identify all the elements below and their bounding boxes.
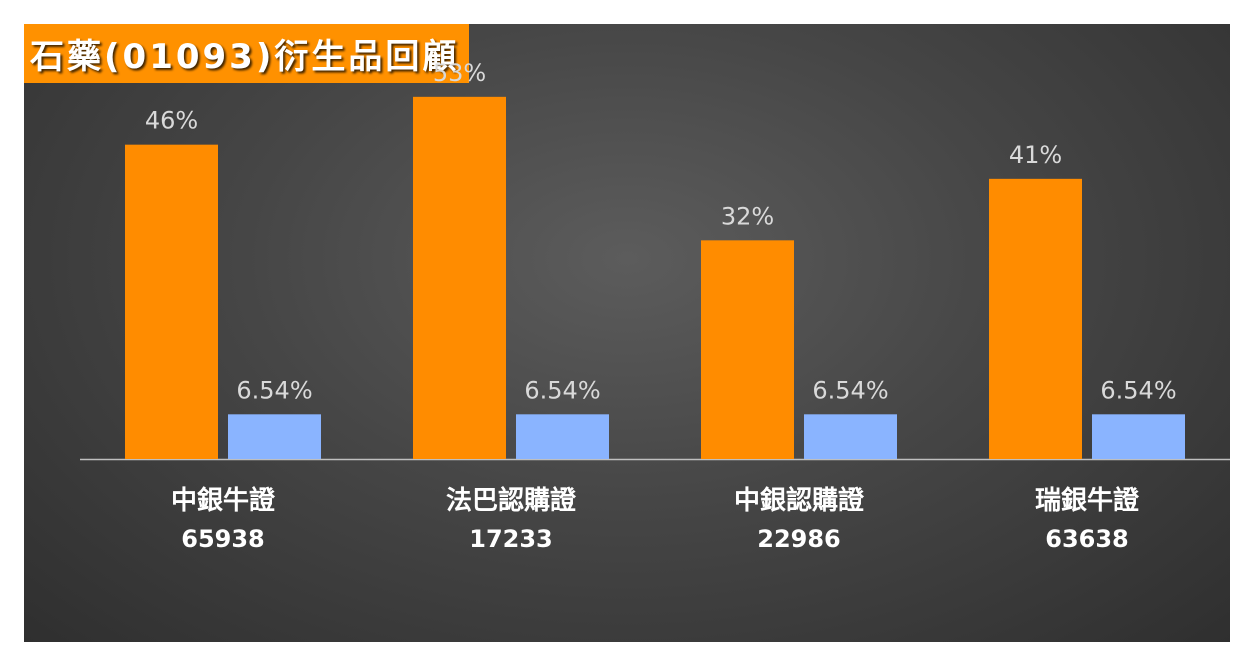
category-code-1: 65938 xyxy=(181,525,265,553)
bar-primary-3 xyxy=(701,240,794,459)
chart-panel: 石藥(01093)衍生品回顧 46% 6.54% 中銀牛證 65938 53% 6.54%… xyxy=(24,24,1230,642)
bar-primary-4 xyxy=(989,178,1082,460)
bar-secondary-2 xyxy=(516,414,609,459)
data-label-secondary-3: 6.54% xyxy=(812,376,888,404)
bar-secondary-1 xyxy=(228,414,321,459)
data-label-secondary-4: 6.54% xyxy=(1100,376,1176,404)
category-code-2: 17233 xyxy=(469,525,553,553)
bar-chart: 46% 6.54% 中銀牛證 65938 53% 6.54% 法巴認購證 17233 32% 6.… xyxy=(80,59,1230,553)
category-label-4: 瑞銀牛證 xyxy=(1035,485,1140,516)
bar-primary-2 xyxy=(413,96,506,459)
data-label-primary-4: 41% xyxy=(1009,141,1062,169)
data-label-primary-3: 32% xyxy=(721,202,774,230)
data-label-primary-2: 53% xyxy=(433,59,486,87)
bar-secondary-3 xyxy=(804,414,897,459)
category-code-3: 22986 xyxy=(757,525,841,553)
category-label-3: 中銀認購證 xyxy=(734,485,865,516)
category-code-4: 63638 xyxy=(1045,525,1129,553)
category-label-2: 法巴認購證 xyxy=(446,485,577,516)
data-label-secondary-1: 6.54% xyxy=(236,376,312,404)
data-label-secondary-2: 6.54% xyxy=(524,376,600,404)
category-label-1: 中銀牛證 xyxy=(171,485,276,516)
chart-title: 石藥(01093)衍生品回顧 xyxy=(30,37,460,77)
bar-primary-1 xyxy=(125,144,218,459)
bar-secondary-4 xyxy=(1092,414,1185,459)
data-label-primary-1: 46% xyxy=(145,107,198,135)
title-banner: 石藥(01093)衍生品回顧 xyxy=(24,24,470,83)
